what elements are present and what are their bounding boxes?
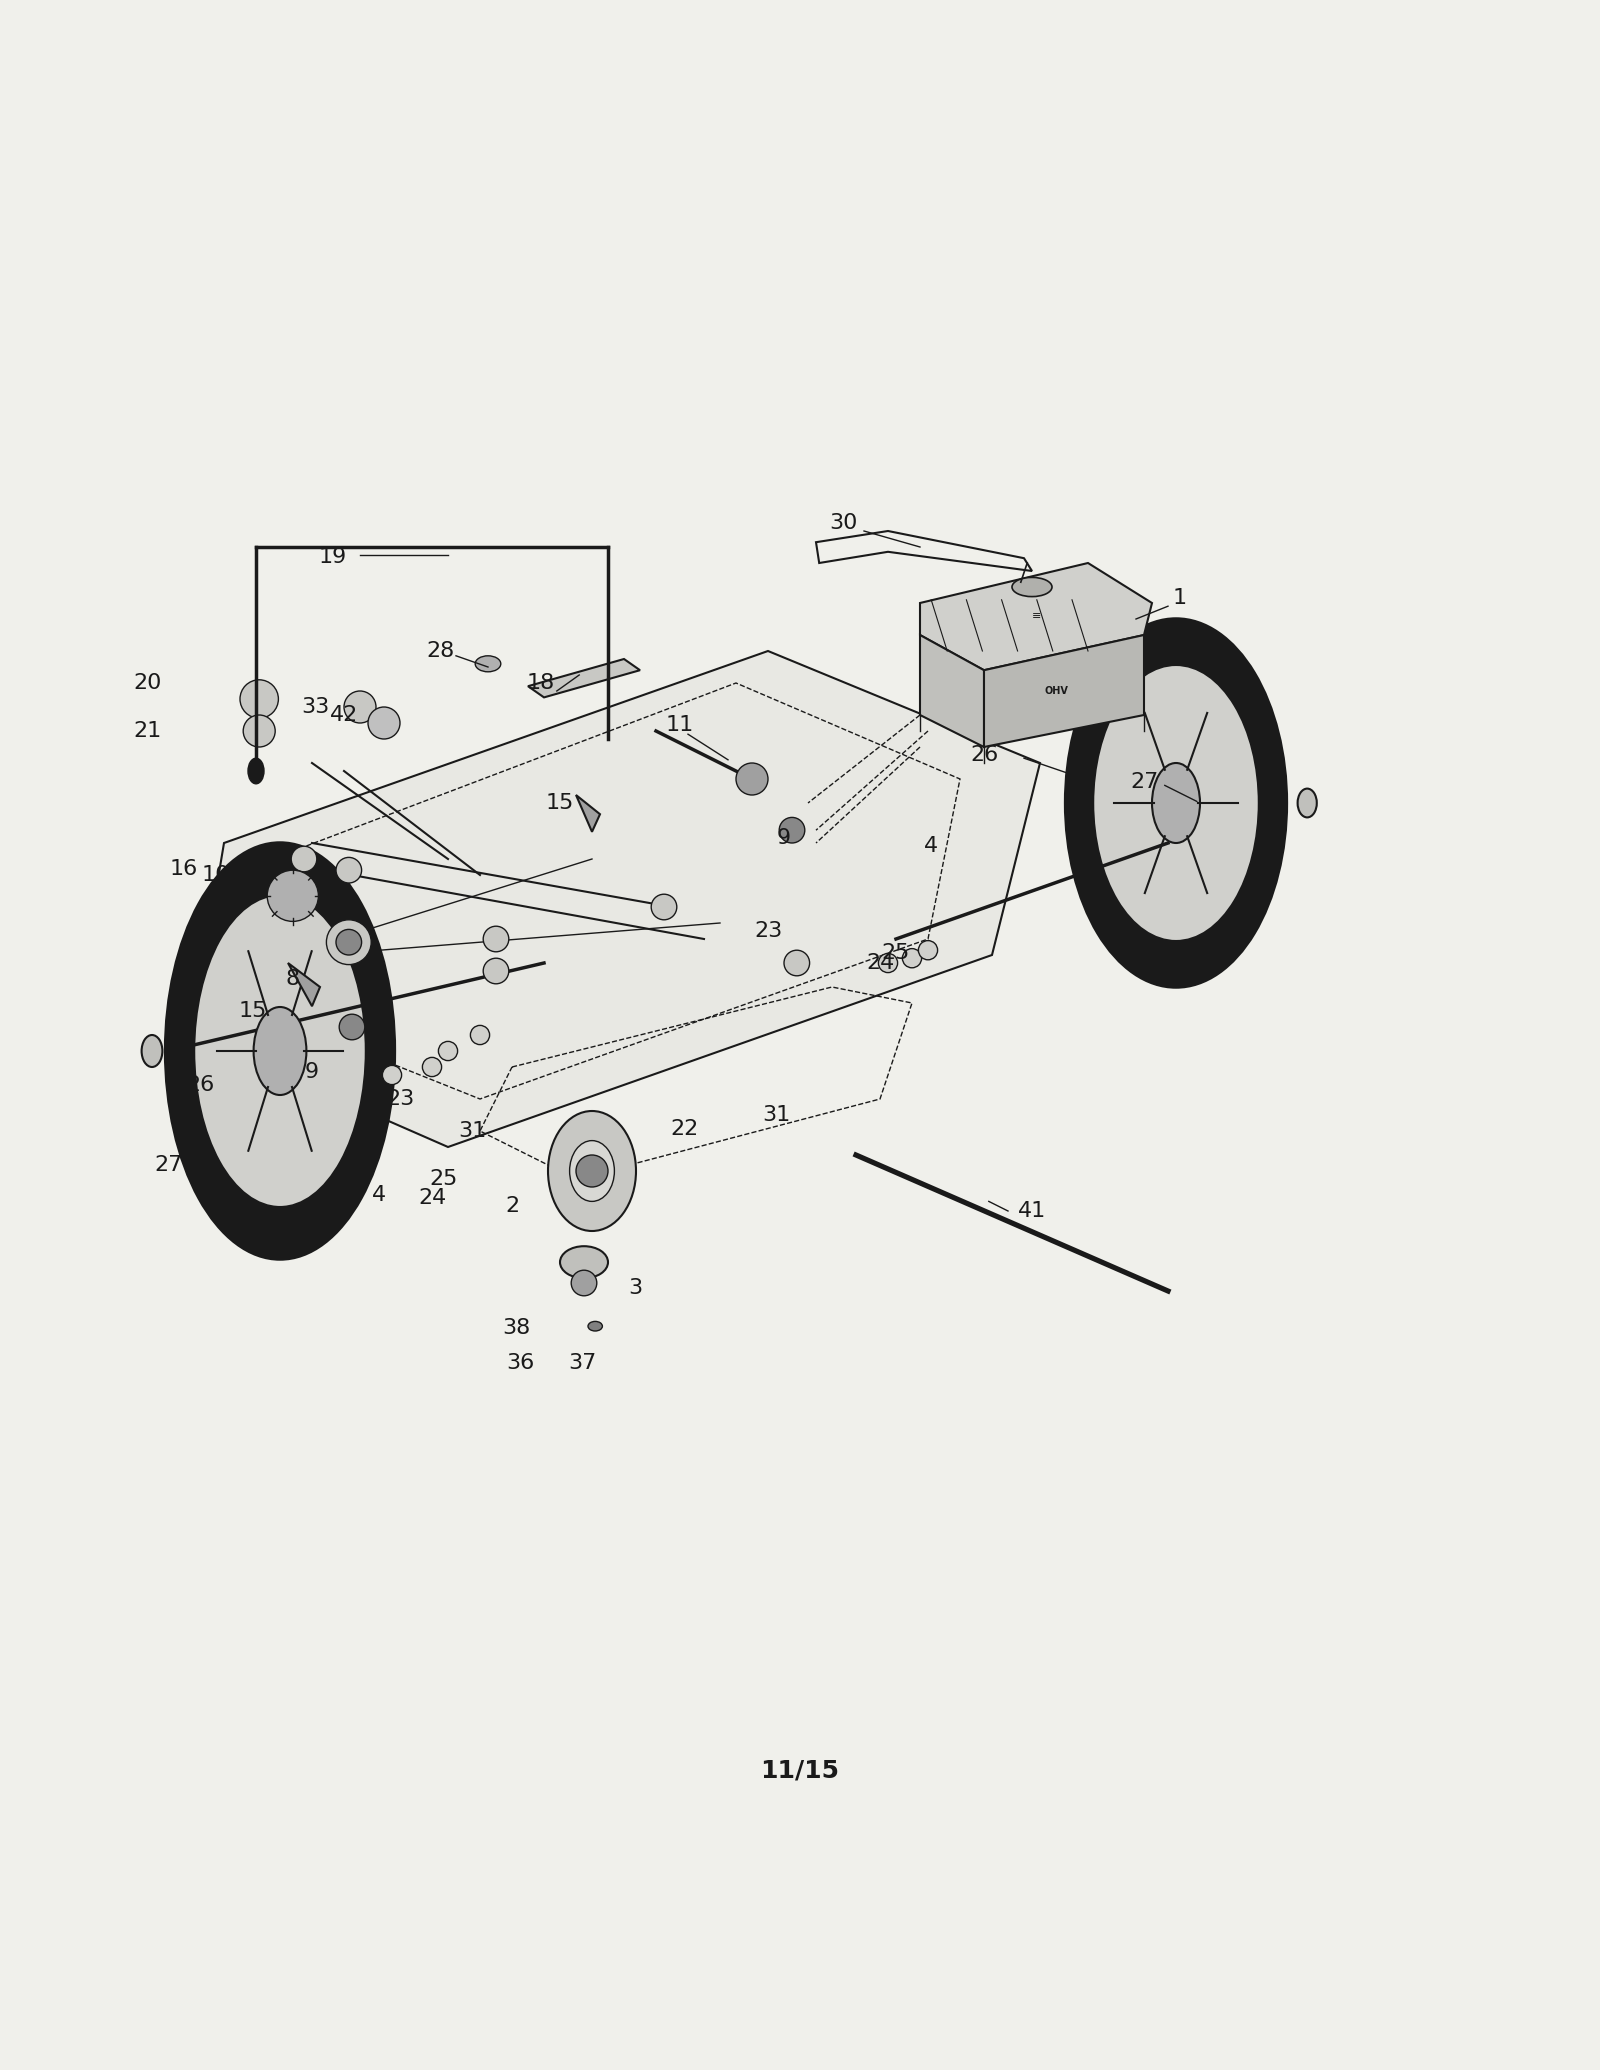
Ellipse shape xyxy=(475,656,501,673)
Text: 23: 23 xyxy=(386,1089,414,1110)
Circle shape xyxy=(438,1041,458,1060)
Text: 9: 9 xyxy=(778,828,790,849)
Ellipse shape xyxy=(1013,578,1053,596)
Circle shape xyxy=(336,929,362,954)
Text: 22: 22 xyxy=(670,1120,699,1139)
Text: 33: 33 xyxy=(301,698,330,716)
Text: OHV: OHV xyxy=(1045,685,1067,696)
Text: 25: 25 xyxy=(882,944,910,963)
Text: 31: 31 xyxy=(458,1122,486,1141)
Text: 2: 2 xyxy=(506,1196,518,1217)
Polygon shape xyxy=(984,635,1144,747)
Ellipse shape xyxy=(253,1006,307,1095)
Text: 27: 27 xyxy=(1130,772,1158,793)
Ellipse shape xyxy=(194,894,366,1207)
Circle shape xyxy=(470,1025,490,1045)
Circle shape xyxy=(483,958,509,983)
Circle shape xyxy=(326,919,371,965)
Text: 25: 25 xyxy=(429,1170,458,1188)
Ellipse shape xyxy=(560,1246,608,1277)
Circle shape xyxy=(382,1066,402,1085)
Text: 30: 30 xyxy=(829,513,858,532)
Text: 27: 27 xyxy=(154,1155,182,1174)
Text: 20: 20 xyxy=(133,673,162,693)
Ellipse shape xyxy=(1152,764,1200,842)
Text: 38: 38 xyxy=(502,1319,531,1337)
Text: 37: 37 xyxy=(568,1354,597,1372)
Polygon shape xyxy=(920,635,984,747)
Circle shape xyxy=(784,950,810,975)
Ellipse shape xyxy=(248,758,264,785)
Text: 19: 19 xyxy=(318,546,347,567)
Ellipse shape xyxy=(570,1141,614,1201)
Circle shape xyxy=(344,691,376,722)
Polygon shape xyxy=(288,963,320,1006)
Text: 15: 15 xyxy=(238,1002,267,1021)
Ellipse shape xyxy=(166,842,395,1259)
Polygon shape xyxy=(576,795,600,832)
Text: 16: 16 xyxy=(170,859,198,878)
Text: 3: 3 xyxy=(629,1277,642,1298)
Text: ≡: ≡ xyxy=(1032,611,1042,621)
Circle shape xyxy=(243,714,275,747)
Circle shape xyxy=(483,925,509,952)
Text: 42: 42 xyxy=(330,706,358,724)
Polygon shape xyxy=(192,650,1040,1147)
Text: 24: 24 xyxy=(418,1188,446,1209)
Ellipse shape xyxy=(1066,619,1286,987)
Text: 28: 28 xyxy=(426,642,454,660)
Circle shape xyxy=(878,954,898,973)
Text: 26: 26 xyxy=(186,1074,214,1095)
Circle shape xyxy=(368,708,400,739)
Text: 21: 21 xyxy=(133,720,162,741)
Text: 4: 4 xyxy=(373,1184,386,1205)
Circle shape xyxy=(576,1155,608,1186)
Circle shape xyxy=(651,894,677,919)
Circle shape xyxy=(571,1271,597,1296)
Text: 41: 41 xyxy=(1018,1201,1046,1221)
Circle shape xyxy=(779,818,805,842)
Circle shape xyxy=(267,869,318,921)
Ellipse shape xyxy=(1093,664,1259,942)
Ellipse shape xyxy=(589,1321,603,1331)
Text: 18: 18 xyxy=(526,673,555,693)
Polygon shape xyxy=(528,658,640,698)
Text: 12: 12 xyxy=(210,903,238,921)
Text: 36: 36 xyxy=(506,1354,534,1372)
Ellipse shape xyxy=(141,1035,163,1066)
Text: 9: 9 xyxy=(306,1062,318,1083)
Circle shape xyxy=(336,857,362,884)
Text: 1: 1 xyxy=(1173,588,1186,609)
Circle shape xyxy=(422,1058,442,1076)
Circle shape xyxy=(240,679,278,718)
Circle shape xyxy=(736,764,768,795)
Circle shape xyxy=(291,847,317,871)
Text: 15: 15 xyxy=(546,793,574,814)
Text: 8: 8 xyxy=(286,969,299,989)
Text: 31: 31 xyxy=(762,1105,790,1124)
Circle shape xyxy=(918,940,938,960)
Circle shape xyxy=(902,948,922,969)
Text: 11: 11 xyxy=(666,714,694,735)
Ellipse shape xyxy=(547,1112,637,1232)
Text: 10: 10 xyxy=(202,865,230,886)
Text: 26: 26 xyxy=(970,745,998,766)
Text: 23: 23 xyxy=(754,921,782,942)
Circle shape xyxy=(339,1014,365,1039)
Polygon shape xyxy=(920,563,1152,671)
Ellipse shape xyxy=(1298,789,1317,818)
Text: 4: 4 xyxy=(925,836,938,857)
Text: 24: 24 xyxy=(866,952,894,973)
Text: 11/15: 11/15 xyxy=(760,1760,840,1782)
